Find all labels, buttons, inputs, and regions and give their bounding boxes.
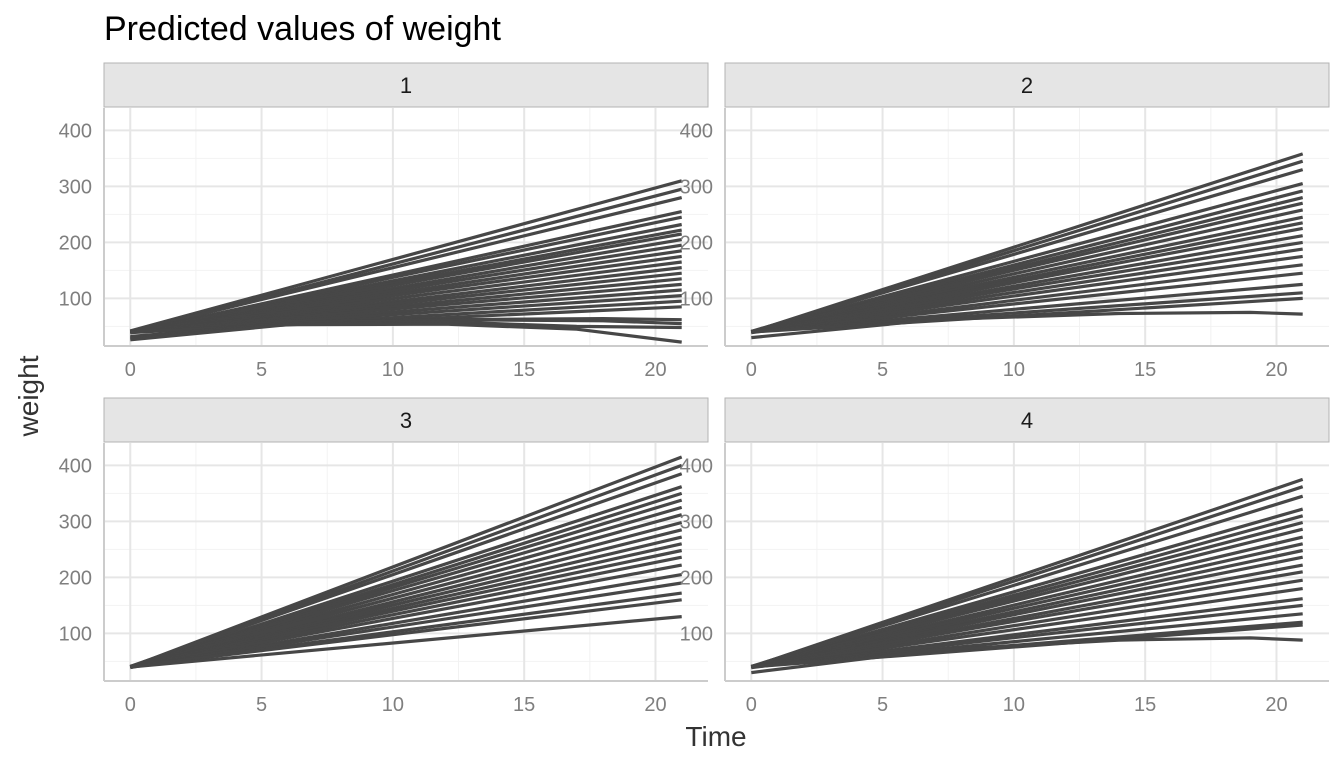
facet-strip	[103, 62, 709, 108]
y-tick-label: 400	[59, 455, 92, 477]
y-tick-label: 400	[59, 120, 92, 142]
series-line	[751, 271, 1303, 334]
facet-strip-label: 4	[1021, 408, 1033, 433]
x-tick-label: 10	[1003, 359, 1025, 381]
series-line	[751, 570, 1303, 668]
facet-strip	[103, 397, 709, 443]
y-tick-label: 200	[680, 232, 713, 254]
x-tick-label: 0	[125, 359, 136, 381]
x-axis-title: Time	[685, 721, 746, 752]
facet-panel-3: 3 0 5 10 15 20 100 200 300 400	[59, 397, 709, 716]
x-tick-label: 5	[256, 359, 267, 381]
series-line	[129, 196, 683, 333]
y-tick-label: 300	[59, 511, 92, 533]
series-line	[751, 310, 1303, 340]
x-tick-label: 10	[382, 694, 404, 716]
series-line	[751, 587, 1303, 669]
y-tick-label: 300	[680, 511, 713, 533]
x-tick-label: 5	[877, 694, 888, 716]
x-tick-label: 10	[382, 359, 404, 381]
facet-strip-label: 2	[1021, 73, 1033, 98]
series-line	[130, 563, 682, 669]
series-line	[750, 182, 1304, 334]
y-tick-label: 400	[680, 120, 713, 142]
series-line	[751, 254, 1303, 334]
series-line	[750, 494, 1304, 668]
x-tick-label: 15	[513, 694, 535, 716]
x-tick-label: 0	[746, 694, 757, 716]
y-tick-label: 200	[680, 567, 713, 589]
x-tick-label: 15	[1134, 694, 1156, 716]
y-tick-label: 100	[59, 623, 92, 645]
x-tick-label: 5	[877, 359, 888, 381]
facet-strip	[724, 397, 1330, 443]
series-line	[130, 615, 682, 669]
x-tick-label: 20	[1265, 694, 1287, 716]
series-line	[129, 520, 683, 669]
y-tick-label: 100	[680, 288, 713, 310]
y-tick-label: 100	[59, 288, 92, 310]
x-tick-label: 5	[256, 694, 267, 716]
x-tick-label: 15	[1134, 359, 1156, 381]
x-tick-label: 0	[125, 694, 136, 716]
series-line	[130, 598, 682, 668]
chart-title: Predicted values of weight	[104, 10, 501, 48]
x-tick-label: 20	[644, 359, 666, 381]
y-tick-label: 200	[59, 567, 92, 589]
series-line	[129, 179, 683, 333]
facet-strip-label: 3	[400, 408, 412, 433]
y-tick-label: 200	[59, 232, 92, 254]
series-line	[750, 168, 1304, 333]
y-tick-label: 100	[680, 623, 713, 645]
series-line	[750, 527, 1304, 668]
x-tick-label: 20	[644, 694, 666, 716]
x-tick-label: 10	[1003, 694, 1025, 716]
y-tick-label: 300	[680, 176, 713, 198]
series-line	[129, 472, 683, 668]
facet-strip-label: 1	[400, 73, 412, 98]
series-line	[129, 505, 683, 668]
series-line	[130, 322, 682, 344]
facet-strip	[724, 62, 1330, 108]
series-line	[751, 636, 1303, 675]
series-line	[130, 581, 682, 669]
facet-panel-4: 4 0 5 10 15 20 100 200 300 400	[680, 397, 1330, 716]
x-tick-label: 15	[513, 359, 535, 381]
x-tick-label: 0	[746, 359, 757, 381]
y-axis-title: weight	[13, 355, 44, 437]
x-tick-label: 20	[1265, 359, 1287, 381]
y-tick-label: 400	[680, 455, 713, 477]
y-tick-label: 300	[59, 176, 92, 198]
